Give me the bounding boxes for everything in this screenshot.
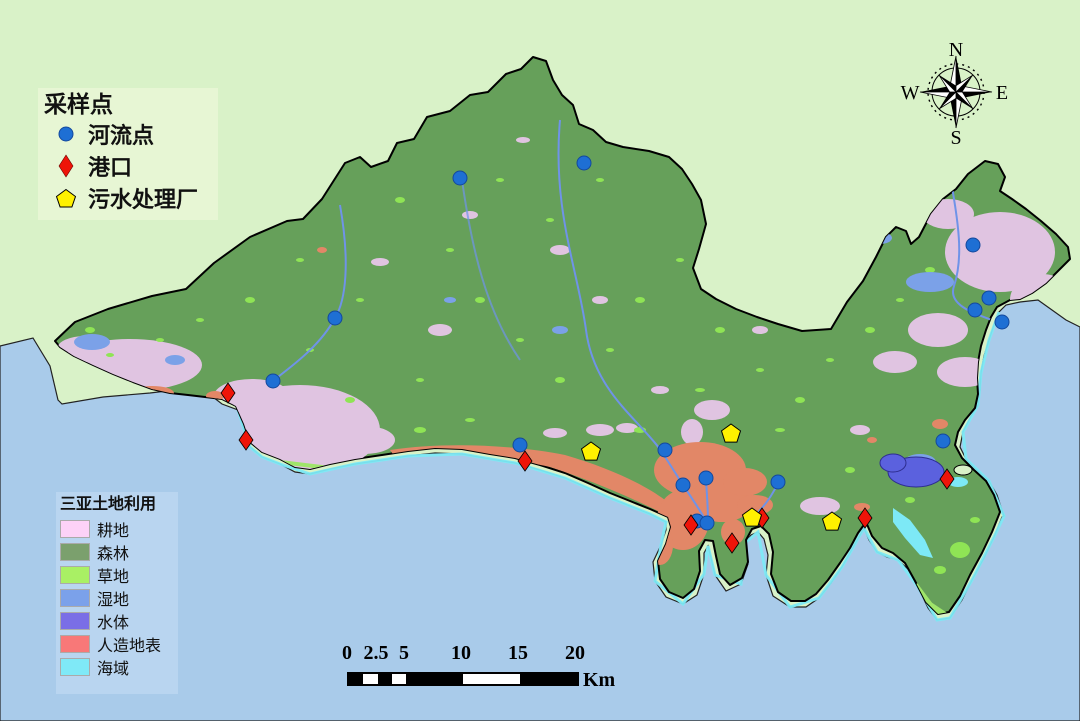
landuse-legend: 三亚土地利用 耕地 森林 草地 湿地 水体 人造地表 海域: [56, 492, 178, 694]
landuse-item: 森林: [60, 540, 174, 563]
scale-tick: 0: [342, 642, 352, 664]
compass-e: E: [996, 82, 1008, 104]
legend-item-river: 河流点: [44, 118, 212, 150]
river-point-W1: [576, 155, 592, 171]
river-point-W5: [657, 442, 673, 458]
forest-swatch: [60, 542, 90, 561]
river-point-W2: [452, 170, 468, 186]
sea-swatch: [60, 657, 90, 676]
grassland-swatch: [60, 565, 90, 584]
river-point-W11: [965, 237, 981, 253]
sampling-legend: 采样点 河流点 港口 污水处理厂: [38, 88, 218, 220]
river-point-W16: [512, 437, 528, 453]
landuse-item: 水体: [60, 609, 174, 632]
river-point-W8: [698, 470, 714, 486]
river-dot-icon: [44, 125, 88, 143]
river-point-W14: [994, 314, 1010, 330]
port-point-P3: [517, 450, 533, 472]
port-point-P4: [683, 514, 699, 536]
wwtp-point-WWTP2: [580, 441, 602, 461]
landuse-item: 湿地: [60, 586, 174, 609]
landuse-legend-title: 三亚土地利用: [60, 496, 157, 513]
river-point-W15: [935, 433, 951, 449]
river-point-W10: [770, 474, 786, 490]
scale-bar-segments: [347, 672, 579, 686]
compass-n: N: [949, 39, 963, 61]
scale-bar: 0 2.5 5 10 15 20 Km: [335, 642, 645, 694]
river-point-W4: [265, 373, 281, 389]
scale-tick: 15: [508, 642, 528, 664]
compass-w: W: [901, 82, 920, 104]
landuse-item: 耕地: [60, 517, 174, 540]
river-point-W9: [699, 515, 715, 531]
waterbody-swatch: [60, 611, 90, 630]
wwtp-point-WWTP4: [821, 511, 843, 531]
landuse-item: 草地: [60, 563, 174, 586]
waterbody-patches: [879, 453, 945, 488]
compass-s: S: [950, 127, 961, 149]
island: [953, 464, 973, 476]
river-point-W3: [327, 310, 343, 326]
port-diamond-icon: [44, 154, 88, 178]
wwtp-pentagon-icon: [44, 188, 88, 208]
artificial-swatch: [60, 634, 90, 653]
legend-item-wwtp: 污水处理厂: [44, 182, 212, 214]
scale-unit: Km: [583, 669, 616, 691]
scale-tick: 2.5: [363, 642, 389, 664]
wetland-swatch: [60, 588, 90, 607]
compass-rose: N E S W: [901, 39, 1009, 149]
river-point-W13: [967, 302, 983, 318]
landuse-item: 人造地表: [60, 632, 174, 655]
port-point-P2: [238, 429, 254, 451]
port-point-P8: [939, 468, 955, 490]
port-point-P7: [857, 507, 873, 529]
port-point-P5: [724, 532, 740, 554]
sampling-legend-title: 采样点: [44, 92, 113, 117]
cropland-swatch: [60, 519, 90, 538]
river-point-W6: [675, 477, 691, 493]
river-point-W12: [981, 290, 997, 306]
landuse-item: 海域: [60, 655, 174, 678]
wwtp-point-WWTP1: [720, 423, 742, 443]
coastal-sea-strip: [236, 311, 1006, 622]
scale-tick: 10: [451, 642, 471, 664]
scale-tick: 5: [399, 642, 409, 664]
wwtp-point-WWTP3: [741, 507, 763, 527]
port-point-P1: [220, 382, 236, 404]
city-landmass: [54, 56, 1071, 615]
legend-item-port: 港口: [44, 150, 212, 182]
scale-tick: 20: [565, 642, 585, 664]
sampling-points-layer: [220, 155, 1010, 554]
